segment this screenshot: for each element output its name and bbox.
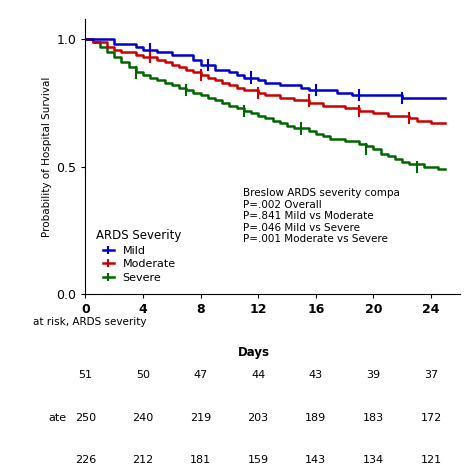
Text: 47: 47 (193, 370, 208, 380)
Text: 44: 44 (251, 370, 265, 380)
Text: Breslow ARDS severity compa
P=.002 Overall
P=.841 Mild vs Moderate
P=.046 Mild v: Breslow ARDS severity compa P=.002 Overa… (243, 188, 400, 245)
Text: 219: 219 (190, 413, 211, 423)
Text: 143: 143 (305, 456, 326, 465)
Text: Days: Days (238, 346, 270, 359)
Text: 189: 189 (305, 413, 327, 423)
Text: ate: ate (48, 413, 66, 423)
Y-axis label: Probability of Hospital Survival: Probability of Hospital Survival (42, 76, 52, 237)
Text: at risk, ARDS severity: at risk, ARDS severity (33, 317, 146, 327)
Text: 183: 183 (363, 413, 384, 423)
Text: 39: 39 (366, 370, 381, 380)
Text: 51: 51 (78, 370, 92, 380)
Text: 240: 240 (132, 413, 154, 423)
Text: 43: 43 (309, 370, 323, 380)
Text: 159: 159 (247, 456, 269, 465)
Text: 134: 134 (363, 456, 384, 465)
Legend: Mild, Moderate, Severe: Mild, Moderate, Severe (91, 224, 187, 288)
Text: 226: 226 (75, 456, 96, 465)
Text: 37: 37 (424, 370, 438, 380)
Text: 50: 50 (136, 370, 150, 380)
Text: 181: 181 (190, 456, 211, 465)
Text: 121: 121 (420, 456, 442, 465)
Text: 172: 172 (420, 413, 442, 423)
Text: 250: 250 (75, 413, 96, 423)
Text: 212: 212 (132, 456, 154, 465)
Text: 203: 203 (247, 413, 269, 423)
